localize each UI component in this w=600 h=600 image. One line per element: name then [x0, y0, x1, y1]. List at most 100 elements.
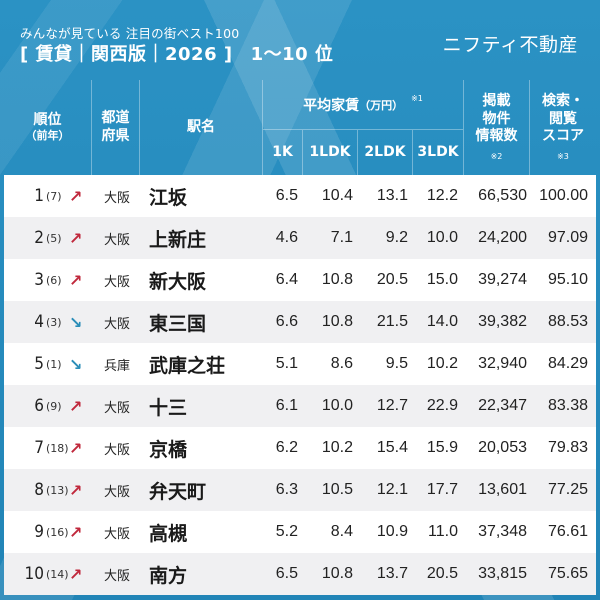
rank: 4 [34, 312, 44, 332]
station-name: 江坂 [149, 186, 188, 209]
listings-count: 24,200 [478, 229, 527, 246]
rent-3ldk: 22.9 [426, 397, 458, 414]
col-pref-line2: 府県 [101, 127, 130, 144]
score: 76.61 [547, 523, 588, 540]
brand-logo: ニフティ不動産 [442, 34, 578, 56]
rent-3ldk: 12.2 [426, 187, 458, 204]
table-row: 5 (1) ↘ 兵庫 武庫之荘 5.1 8.6 9.5 10.2 32,940 … [4, 343, 596, 385]
rent-3ldk: 15.9 [426, 439, 458, 456]
rank: 1 [34, 186, 44, 206]
prefecture: 兵庫 [104, 358, 131, 374]
rent-1ldk: 8.4 [330, 523, 353, 540]
rent-1ldk: 7.1 [330, 229, 353, 246]
col-header-1ldk: 1LDK [303, 130, 358, 175]
rent-2ldk: 13.7 [376, 565, 408, 582]
previous-rank: (5) [46, 231, 62, 245]
rent-1ldk: 10.4 [321, 187, 353, 204]
previous-rank: (16) [46, 525, 69, 539]
col-group-average-rent: 平均家賃 （万円） ※1 [263, 80, 464, 130]
table-row: 8 (13) ↗ 大阪 弁天町 6.3 10.5 12.1 17.7 13,60… [4, 469, 596, 511]
rent-3ldk: 10.2 [426, 355, 458, 372]
rent-2ldk: 12.1 [376, 481, 408, 498]
prefecture: 大阪 [104, 400, 131, 416]
col-station-label: 駅名 [187, 118, 215, 135]
page-title: [ 賃貸｜関西版｜2026 ] 1〜10 位 [20, 40, 333, 66]
rent-1k: 6.5 [275, 187, 298, 204]
prefecture: 大阪 [104, 274, 131, 290]
col-3ldk-label: 3LDK [417, 143, 459, 160]
col-2ldk-label: 2LDK [364, 143, 406, 160]
trend-up-icon: ↗ [69, 438, 83, 458]
trend-up-icon: ↗ [69, 228, 83, 248]
col-header-1k: 1K [263, 130, 303, 175]
rent-1k: 5.2 [275, 523, 298, 540]
rent-1k: 6.2 [275, 439, 298, 456]
trend-up-icon: ↗ [69, 564, 83, 584]
trend-up-icon: ↗ [69, 522, 83, 542]
listings-count: 39,382 [478, 313, 527, 330]
listings-count: 22,347 [478, 397, 527, 414]
score: 88.53 [547, 313, 588, 330]
prefecture: 大阪 [104, 526, 131, 542]
rent-2ldk: 15.4 [376, 439, 408, 456]
station-name: 東三国 [149, 312, 207, 335]
col-header-listings: 掲載 物件 情報数 ※2 [464, 80, 530, 175]
rent-1k: 4.6 [275, 229, 298, 246]
station-name: 弁天町 [149, 480, 207, 503]
rent-3ldk: 14.0 [426, 313, 458, 330]
rent-3ldk: 20.5 [426, 565, 458, 582]
rank: 9 [34, 522, 44, 542]
station-name: 高槻 [149, 522, 188, 545]
prefecture: 大阪 [104, 568, 131, 584]
col-1ldk-label: 1LDK [309, 143, 351, 160]
table-row: 7 (18) ↗ 大阪 京橋 6.2 10.2 15.4 15.9 20,053… [4, 427, 596, 469]
table-row: 4 (3) ↘ 大阪 東三国 6.6 10.8 21.5 14.0 39,382… [4, 301, 596, 343]
rent-1ldk: 10.2 [321, 439, 353, 456]
rent-1ldk: 10.0 [321, 397, 353, 414]
station-name: 京橋 [149, 438, 188, 461]
listings-count: 13,601 [478, 481, 527, 498]
rank: 6 [34, 396, 44, 416]
col-listings-line1: 掲載 [482, 93, 511, 110]
previous-rank: (3) [46, 315, 62, 329]
score: 100.00 [539, 187, 588, 204]
rent-3ldk: 11.0 [428, 523, 458, 540]
rent-1ldk: 10.5 [321, 481, 353, 498]
rent-note: ※1 [411, 94, 423, 103]
rank: 2 [34, 228, 44, 248]
score: 95.10 [547, 271, 588, 288]
listings-count: 37,348 [478, 523, 527, 540]
col-header-prefecture: 都道 府県 [92, 80, 140, 175]
col-header-station: 駅名 [140, 80, 263, 175]
rent-1k: 6.1 [275, 397, 298, 414]
listings-count: 33,815 [478, 565, 527, 582]
station-name: 武庫之荘 [149, 354, 226, 377]
rank: 3 [34, 270, 44, 290]
col-header-score: 検索・ 閲覧 スコア ※3 [530, 80, 596, 175]
table-row: 10 (14) ↗ 大阪 南方 6.5 10.8 13.7 20.5 33,81… [4, 553, 596, 595]
rent-unit: （万円） [359, 98, 404, 112]
rank: 8 [34, 480, 44, 500]
trend-down-icon: ↘ [69, 312, 83, 332]
rank-range: 1〜10 位 [250, 44, 334, 65]
station-name: 十三 [149, 396, 188, 419]
rent-3ldk: 17.7 [426, 481, 458, 498]
prefecture: 大阪 [104, 232, 131, 248]
station-name: 南方 [149, 564, 188, 587]
rank: 7 [34, 438, 44, 458]
score: 75.65 [547, 565, 588, 582]
trend-up-icon: ↗ [69, 480, 83, 500]
rent-2ldk: 9.5 [385, 355, 408, 372]
previous-rank: (13) [46, 483, 69, 497]
col-score-note: ※3 [557, 151, 569, 161]
table-row: 9 (16) ↗ 大阪 高槻 5.2 8.4 10.9 11.0 37,348 … [4, 511, 596, 553]
rent-1ldk: 8.6 [330, 355, 353, 372]
trend-up-icon: ↗ [69, 270, 83, 290]
score: 83.38 [547, 397, 588, 414]
rank: 5 [34, 354, 44, 374]
col-listings-note: ※2 [490, 151, 503, 161]
table-row: 1 (7) ↗ 大阪 江坂 6.5 10.4 13.1 12.2 66,530 … [4, 175, 596, 217]
col-pref-line1: 都道 [101, 110, 130, 126]
trend-down-icon: ↘ [69, 354, 83, 374]
rent-2ldk: 13.1 [376, 187, 408, 204]
